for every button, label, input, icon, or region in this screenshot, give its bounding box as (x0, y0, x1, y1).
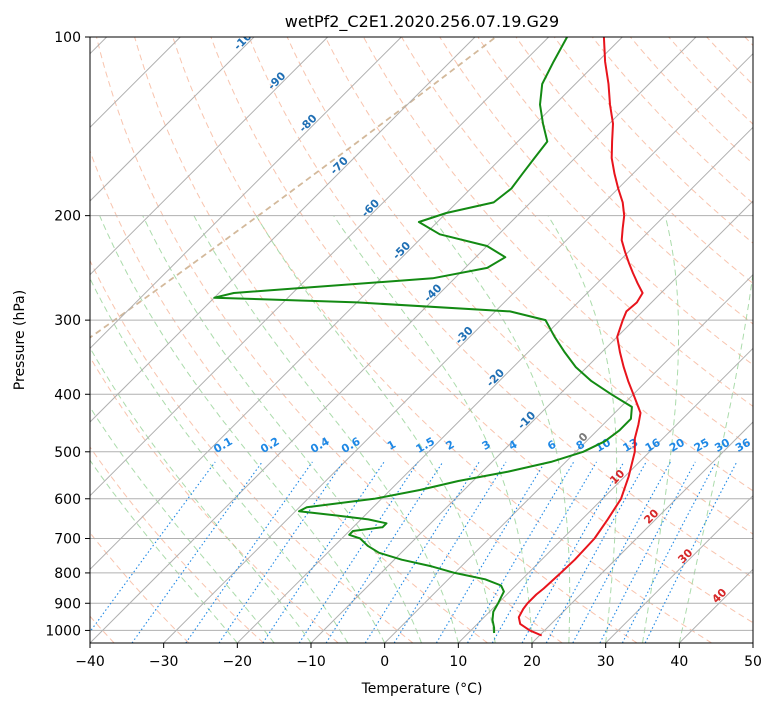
dry-adiabats (90, 37, 753, 643)
isotherm-line (90, 37, 329, 276)
moist-adiabat-line (90, 406, 275, 643)
dry-adiabat-line (90, 259, 414, 643)
dry-adiabat-line (401, 37, 753, 407)
dry-adiabat-line (630, 37, 753, 165)
y-tick-label: 800 (54, 566, 81, 582)
dry-adiabat-line (515, 37, 753, 285)
x-tick-label: 0 (380, 654, 389, 670)
x-axis-label: Temperature (°C) (361, 681, 483, 697)
moist-adiabat-line (430, 215, 571, 643)
x-tick-label: 10 (449, 654, 467, 670)
y-tick-label: 500 (54, 445, 81, 461)
mixing-ratio-line (467, 461, 575, 643)
moist-adiabat-line (99, 215, 386, 643)
moist-adiabat-line (142, 215, 422, 643)
mixing-ratio-line (218, 461, 344, 643)
saturation-curve (90, 37, 497, 339)
moist-adiabat-line (642, 215, 679, 643)
mixing-ratio-line (491, 461, 597, 643)
mixing-ratio-line (298, 461, 419, 643)
isotherm-line (384, 273, 753, 643)
dry-adiabat-line (477, 37, 753, 325)
moist-adiabat-line (193, 215, 459, 643)
mixing-ratio-line (644, 461, 738, 643)
x-tick-label: −10 (296, 654, 326, 670)
y-tick-label: 100 (54, 30, 81, 46)
mixing-ratio-line (185, 461, 313, 643)
isotherm-line (310, 200, 753, 643)
isotherm-line (236, 126, 753, 643)
moist-adiabat-line (90, 459, 238, 643)
dry-adiabat-line (96, 37, 563, 643)
moist-adiabats (90, 215, 753, 643)
dry-adiabat-line (248, 37, 753, 579)
x-tick-label: 40 (670, 654, 688, 670)
y-axis-label: Pressure (hPa) (12, 290, 28, 390)
moist-adiabat-line (90, 346, 312, 643)
moist-adiabat-line (678, 269, 753, 643)
x-tick-label: −20 (223, 654, 253, 670)
y-tick-label: 1000 (45, 623, 81, 639)
dry-adiabat-line (134, 37, 638, 643)
dry-adiabat-line (90, 446, 264, 643)
isotherm-line (90, 37, 623, 571)
isotherm-line (90, 37, 255, 202)
moist-adiabat-line (333, 215, 533, 643)
temperature-profile-line (517, 37, 644, 637)
x-tick-label: 50 (744, 654, 762, 670)
isotherm-line (457, 347, 753, 643)
y-tick-label: 200 (54, 209, 81, 225)
y-tick-label: 600 (54, 492, 81, 508)
sounding-series (213, 37, 644, 637)
isotherm-line (605, 494, 753, 643)
mixing-ratio-line (545, 461, 647, 643)
mixing-ratio-line (393, 461, 507, 643)
x-tick-label: −40 (75, 654, 105, 670)
x-tick-label: 20 (523, 654, 541, 670)
saturation-line (90, 37, 497, 339)
y-tick-label: 300 (54, 313, 81, 329)
mixing-ratio-lines (90, 461, 738, 643)
y-axis: 100 200 300 400 500 600 700 800 900 1000 (45, 30, 90, 639)
isotherm-line (90, 37, 550, 497)
mixing-ratio-line (90, 461, 216, 633)
isotherm-line (90, 37, 476, 423)
x-tick-label: 30 (597, 654, 615, 670)
dry-adiabat-line (591, 37, 753, 205)
y-tick-label: 400 (54, 387, 81, 403)
isotherm-line (531, 421, 753, 643)
isotherms (90, 37, 753, 643)
mixing-ratio-line (131, 461, 263, 643)
isotherm-line (90, 37, 697, 643)
isotherm-line (90, 37, 402, 350)
mixing-ratio-line (521, 461, 625, 643)
isotherm-line (163, 52, 753, 643)
chart-title: wetPf2_C2E1.2020.256.07.19.G29 (285, 12, 559, 32)
dry-adiabat-line (324, 37, 753, 492)
moist-adiabat-line (547, 215, 618, 643)
dewpoint-profile-line (213, 37, 633, 633)
x-axis: −40 −30 −20 −10 0 10 20 30 40 50 (75, 643, 762, 670)
plot-frame (89, 36, 754, 644)
y-tick-label: 700 (54, 532, 81, 548)
x-tick-label: −30 (149, 654, 179, 670)
y-tick-label: 900 (54, 596, 81, 612)
mixing-ratio-line (435, 461, 546, 643)
mixing-ratio-line (262, 461, 385, 643)
dry-adiabat-line (210, 37, 753, 624)
